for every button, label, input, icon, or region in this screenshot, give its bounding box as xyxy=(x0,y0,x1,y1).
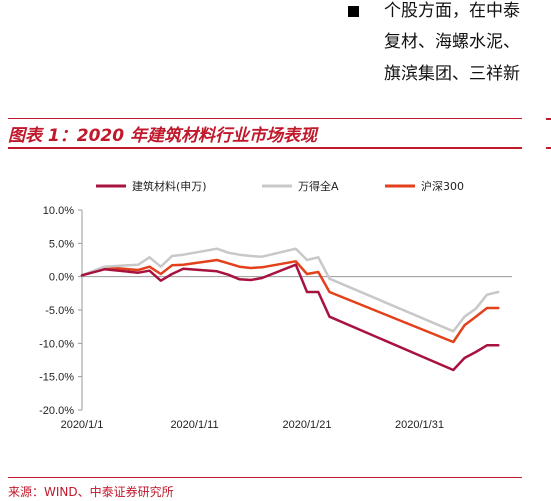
y-tick-label: -15.0% xyxy=(39,372,74,384)
y-tick-label: -5.0% xyxy=(45,305,74,317)
legend-label: 万得全A xyxy=(298,179,339,193)
figure-title: 图表 1：2020 年建筑材料行业市场表现 xyxy=(8,126,317,146)
figure-bottom-rule xyxy=(8,477,522,478)
series-line xyxy=(80,258,500,344)
x-tick-label: 2020/1/31 xyxy=(395,419,444,431)
figure-top-rule xyxy=(8,118,522,119)
legend-label: 建筑材料(申万) xyxy=(132,179,207,193)
x-tick-label: 2020/1/21 xyxy=(283,419,332,431)
right-edge-mark xyxy=(546,147,551,149)
y-tick-label: 0.0% xyxy=(49,272,74,284)
right-edge-mark xyxy=(546,118,551,120)
y-tick-label: -20.0% xyxy=(39,405,74,417)
source-note: 来源：WIND、中泰证券研究所 xyxy=(8,485,174,499)
bullet-square xyxy=(348,6,359,17)
series-line xyxy=(80,247,500,333)
x-tick-label: 2020/1/1 xyxy=(61,419,104,431)
body-text-line-1: 个股方面，在中泰 xyxy=(384,1,520,21)
y-tick-label: 10.0% xyxy=(43,205,74,217)
figure-title-rule xyxy=(8,147,522,149)
body-text-line-2: 复材、海螺水泥、 xyxy=(384,32,520,52)
series-line xyxy=(80,263,500,372)
y-tick-label: 5.0% xyxy=(49,238,74,250)
x-tick-label: 2020/1/11 xyxy=(170,419,218,431)
body-text-line-3: 旗滨集团、三祥新 xyxy=(384,64,520,84)
y-tick-label: -10.0% xyxy=(39,338,74,350)
legend-label: 沪深300 xyxy=(421,179,464,193)
